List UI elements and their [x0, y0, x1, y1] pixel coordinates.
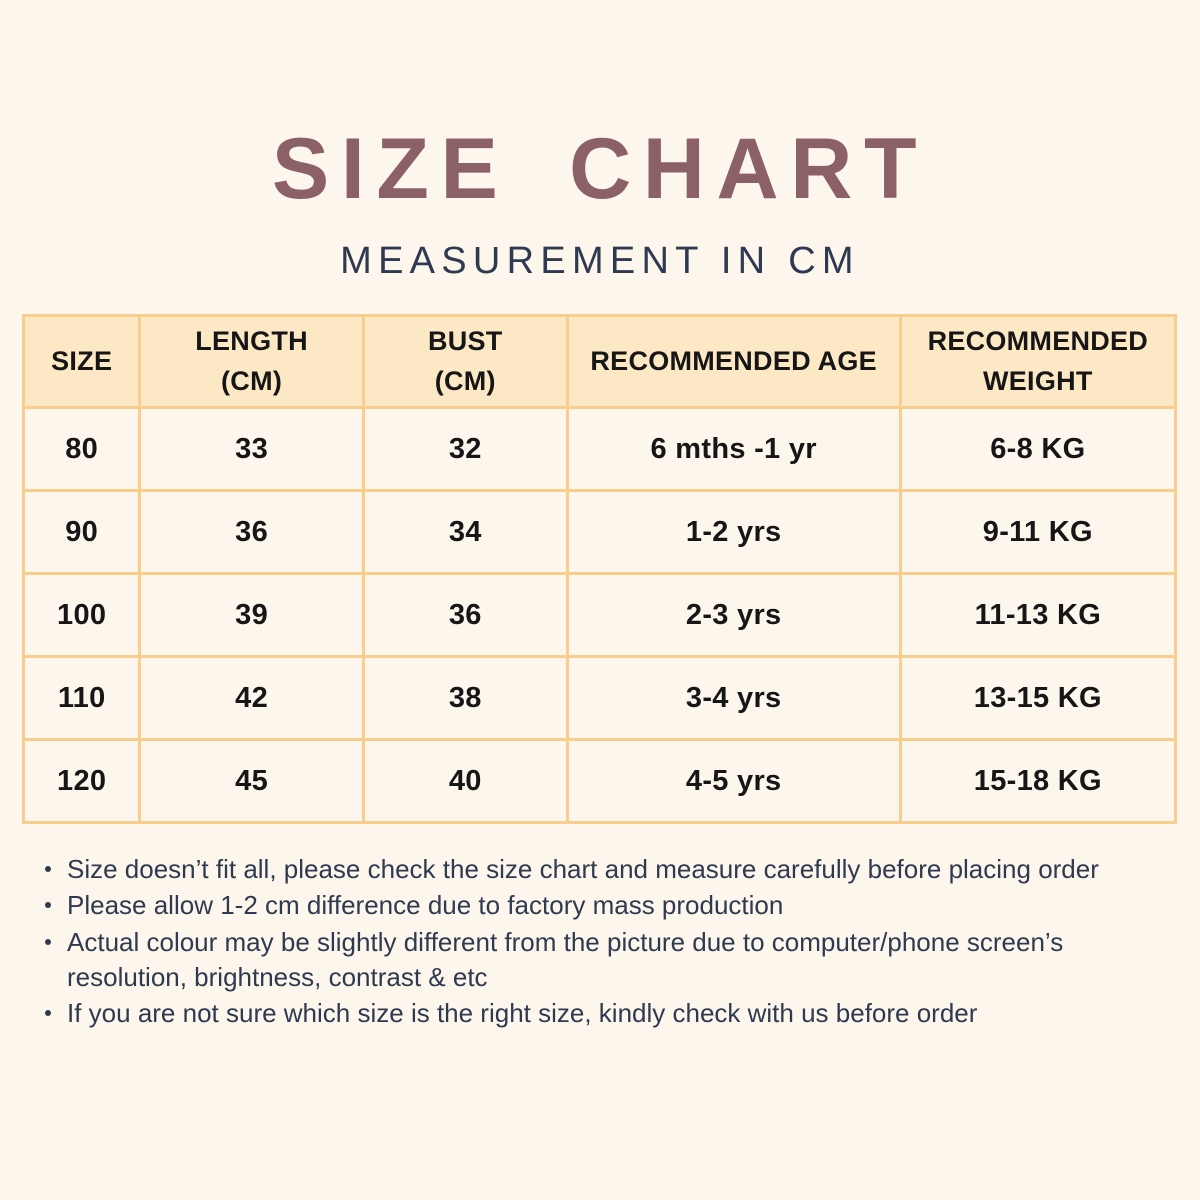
- cell-age: 1-2 yrs: [565, 489, 902, 575]
- cell-length: 45: [138, 738, 365, 824]
- note-item: Actual colour may be slightly different …: [42, 925, 1160, 996]
- notes-list: Size doesn’t fit all, please check the s…: [42, 852, 1160, 1032]
- cell-length: 33: [138, 406, 365, 492]
- page-subtitle: MEASUREMENT IN CM: [340, 240, 860, 282]
- cell-bust: 40: [361, 738, 569, 824]
- col-header-length: LENGTH (CM): [138, 314, 365, 409]
- cell-age: 4-5 yrs: [565, 738, 902, 824]
- cell-weight: 11-13 KG: [898, 572, 1178, 658]
- cell-bust: 32: [361, 406, 569, 492]
- col-header-bust: BUST (CM): [361, 314, 569, 409]
- cell-size: 100: [21, 572, 142, 658]
- cell-size: 120: [21, 738, 142, 824]
- cell-age: 3-4 yrs: [565, 655, 902, 741]
- cell-length: 42: [138, 655, 365, 741]
- table-row: 80 33 32 6 mths -1 yr 6-8 KG: [21, 406, 1178, 492]
- table-header: SIZE LENGTH (CM) BUST (CM) RECOMMENDED A…: [21, 314, 1178, 409]
- cell-length: 36: [138, 489, 365, 575]
- cell-size: 110: [21, 655, 142, 741]
- table-row: 90 36 34 1-2 yrs 9-11 KG: [21, 489, 1178, 575]
- cell-bust: 34: [361, 489, 569, 575]
- cell-size: 80: [21, 406, 142, 492]
- cell-length: 39: [138, 572, 365, 658]
- page-title: SIZE CHART: [271, 121, 929, 217]
- col-header-age: RECOMMENDED AGE: [565, 314, 902, 409]
- cell-weight: 15-18 KG: [898, 738, 1178, 824]
- cell-age: 6 mths -1 yr: [565, 406, 902, 492]
- table-row: 110 42 38 3-4 yrs 13-15 KG: [21, 655, 1178, 741]
- cell-weight: 6-8 KG: [898, 406, 1178, 492]
- cell-weight: 9-11 KG: [898, 489, 1178, 575]
- cell-size: 90: [21, 489, 142, 575]
- table-body: 80 33 32 6 mths -1 yr 6-8 KG 90 36 34 1-…: [21, 406, 1178, 824]
- cell-bust: 36: [361, 572, 569, 658]
- table-row: 100 39 36 2-3 yrs 11-13 KG: [21, 572, 1178, 658]
- note-item: If you are not sure which size is the ri…: [42, 996, 1160, 1031]
- note-item: Please allow 1-2 cm difference due to fa…: [42, 888, 1160, 923]
- cell-bust: 38: [361, 655, 569, 741]
- cell-weight: 13-15 KG: [898, 655, 1178, 741]
- col-header-weight: RECOMMENDED WEIGHT: [898, 314, 1178, 409]
- col-header-size: SIZE: [21, 314, 142, 409]
- cell-age: 2-3 yrs: [565, 572, 902, 658]
- note-item: Size doesn’t fit all, please check the s…: [42, 852, 1160, 887]
- table-row: 120 45 40 4-5 yrs 15-18 KG: [21, 738, 1178, 824]
- size-table: SIZE LENGTH (CM) BUST (CM) RECOMMENDED A…: [21, 314, 1178, 824]
- header-row: SIZE LENGTH (CM) BUST (CM) RECOMMENDED A…: [21, 314, 1178, 409]
- size-table-container: SIZE LENGTH (CM) BUST (CM) RECOMMENDED A…: [21, 314, 1178, 824]
